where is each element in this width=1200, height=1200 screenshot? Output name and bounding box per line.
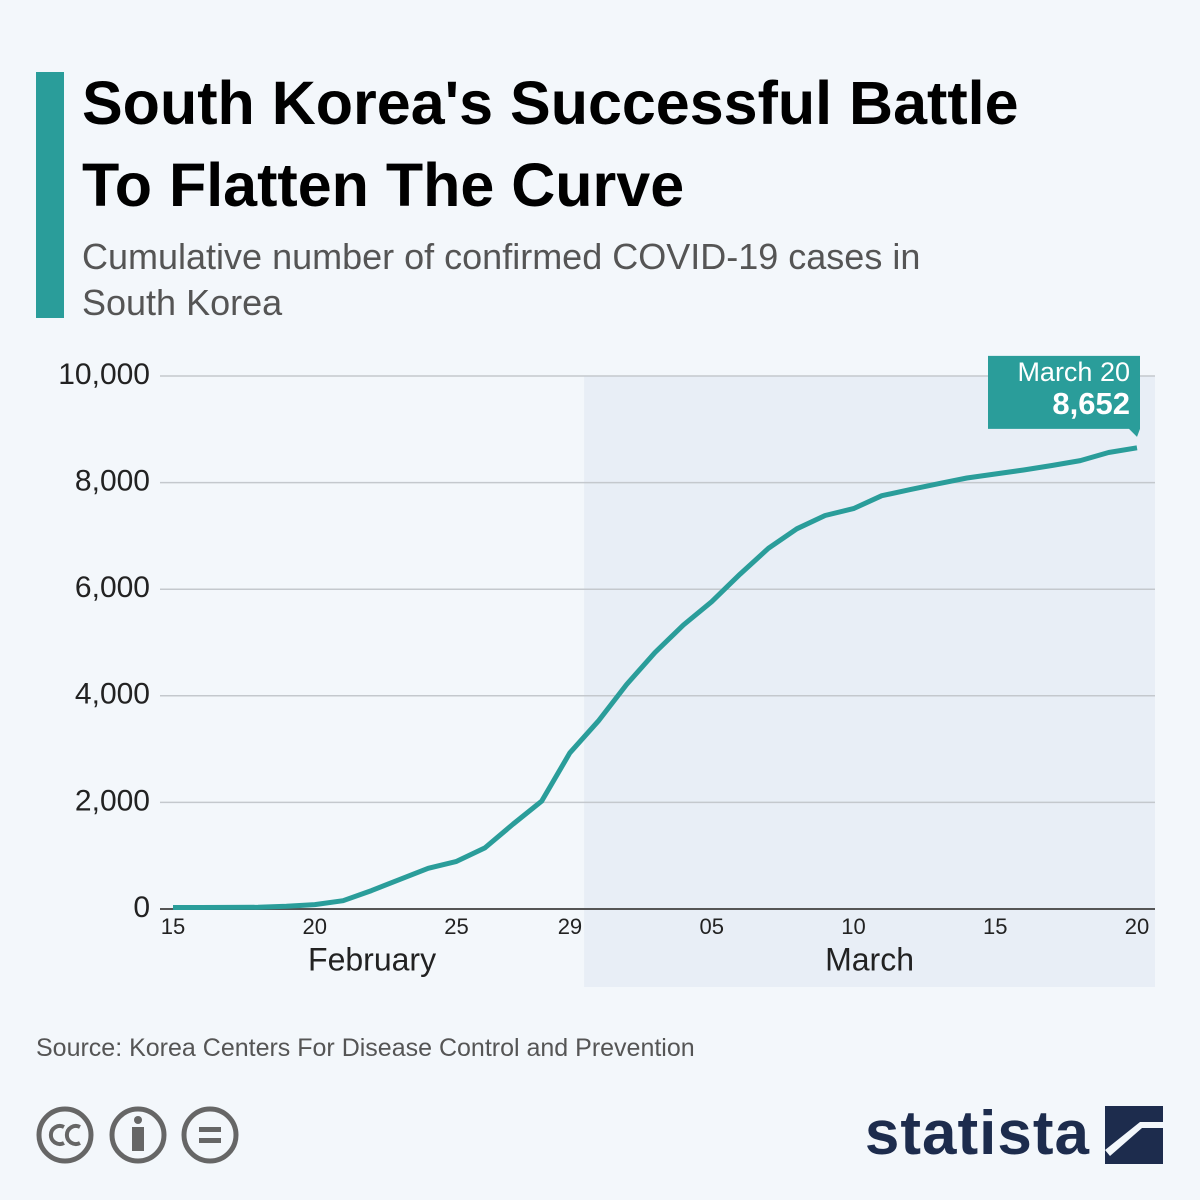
callout: March 208,652 [988,355,1140,437]
y-tick-label: 10,000 [58,358,150,391]
license-icons [36,1106,239,1164]
accent-bar [36,72,64,318]
month-shade [584,376,1155,987]
month-label: February [308,941,436,977]
chart-title: South Korea's Successful Battle To Flatt… [82,69,1019,219]
x-tick-label: 15 [161,914,185,939]
callout-box [988,355,1140,437]
source: Source: Korea Centers For Disease Contro… [36,1034,695,1062]
x-tick-label: 29 [558,914,582,939]
x-tick-label: 15 [983,914,1007,939]
line [173,445,1138,910]
x-tick-label: 25 [444,914,468,939]
data-label: 8,652 [1052,386,1130,421]
annotation: March 20 [1017,357,1130,387]
y-tick-label: 6,000 [75,571,150,604]
y-tick-label: 2,000 [75,784,150,817]
x-tick-label: 05 [699,914,723,939]
y-tick-label: 8,000 [75,465,150,498]
brand-logo: statista [864,1099,1090,1168]
x-tick-label: 10 [841,914,865,939]
x-tick-label: 20 [303,914,327,939]
y-tick-label: 4,000 [75,678,150,711]
chart-subtitle: Cumulative number of confirmed COVID-19 … [82,236,921,323]
month-label: March [825,941,914,977]
x-tick-label: 20 [1125,914,1149,939]
brand-icon [1105,1106,1163,1164]
y-tick-label: 0 [133,891,150,924]
